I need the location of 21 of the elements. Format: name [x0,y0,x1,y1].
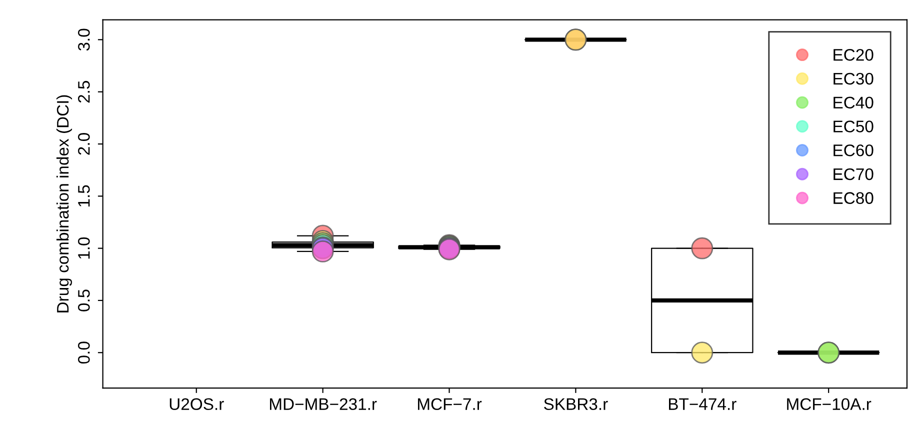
legend-label: EC20 [834,48,874,61]
x-tick-label: U2OS.r [170,398,224,410]
legend-label: EC50 [834,120,874,132]
legend-label: EC40 [834,96,874,109]
y-tick-label: 0.0 [78,342,90,364]
x-tick-label: MD−MB−231.r [270,398,377,410]
x-tick-label: MCF−10A.r [787,398,872,410]
y-tick-label: 2.5 [78,80,90,103]
y-tick-label: 1.5 [78,185,90,206]
y-tick-label: 1.0 [78,237,90,259]
legend-label: EC70 [834,168,874,180]
legend-label: EC80 [834,192,874,204]
y-axis-title: Drug combination index (DCI) [56,95,72,312]
y-tick-label: 2.0 [78,133,90,155]
y-tick-label: 0.5 [78,290,90,312]
y-tick-label: 3.0 [78,28,90,51]
legend-label: EC60 [834,144,874,156]
x-tick-label: MCF−7.r [418,398,482,410]
legend-label: EC30 [834,72,874,85]
x-tick-label: BT−474.r [669,398,736,410]
x-tick-label: SKBR3.r [544,398,608,410]
